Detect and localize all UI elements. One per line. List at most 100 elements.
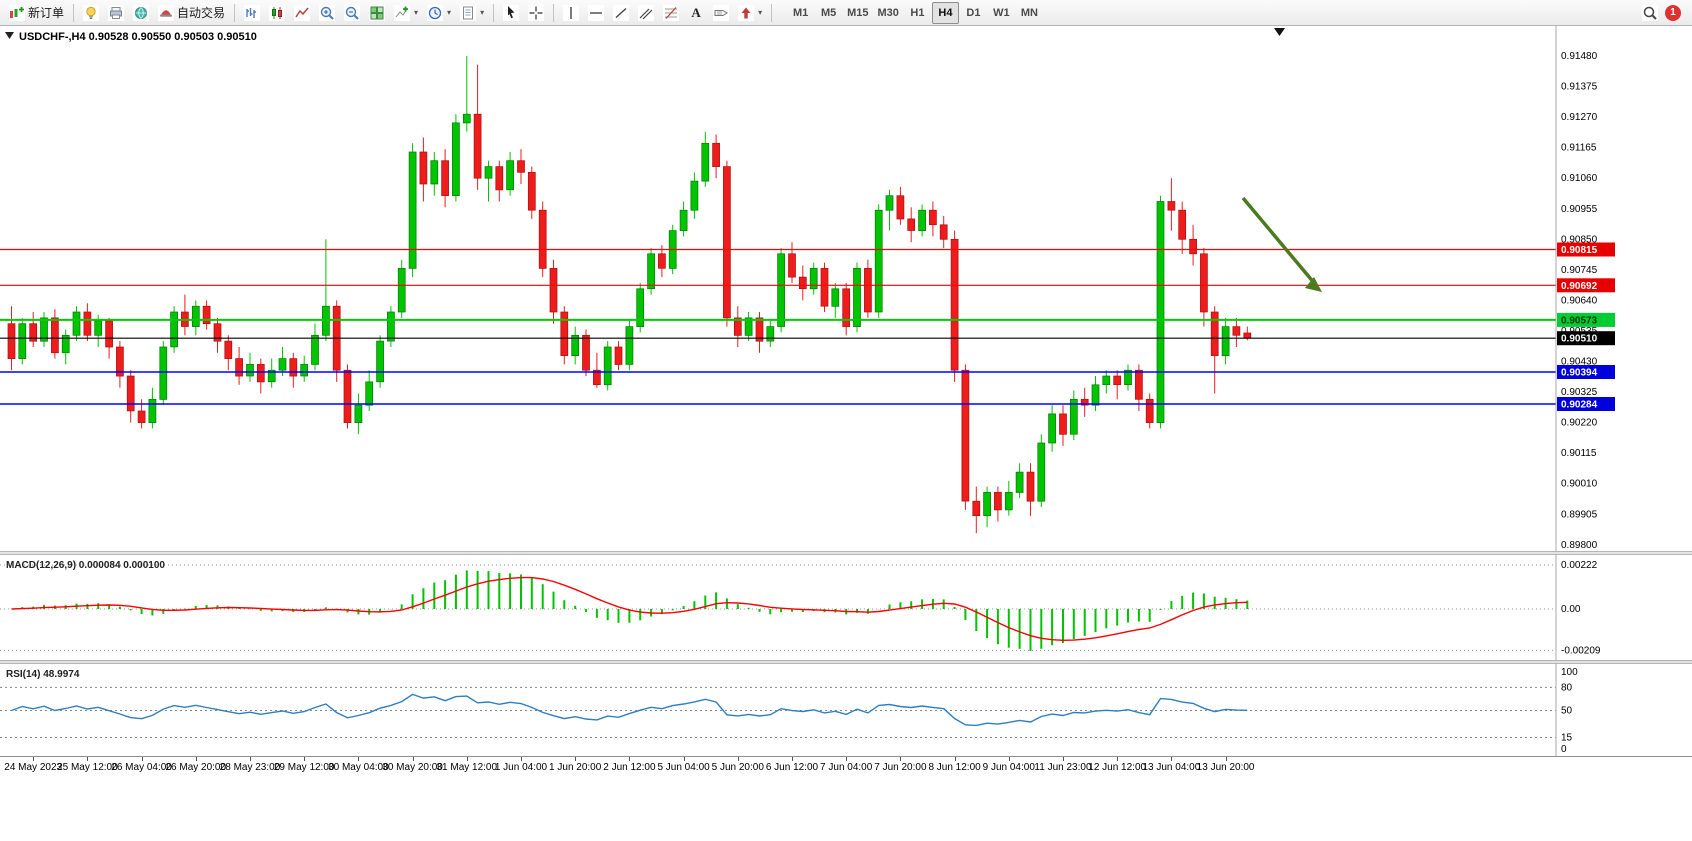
time-axis-label: 6 Jun 12:00	[765, 762, 819, 773]
panel-splitter-rsi[interactable]	[0, 660, 1692, 664]
svg-text:0.89800: 0.89800	[1561, 540, 1598, 551]
timeframe-button-m1[interactable]: M1	[792, 6, 809, 19]
auto-trading-button[interactable]: 自动交易	[154, 2, 229, 24]
svg-text:0.90010: 0.90010	[1561, 479, 1598, 490]
zoom-in-icon	[319, 4, 336, 21]
panel-splitter-macd[interactable]	[0, 551, 1692, 555]
timeframe-button-m30[interactable]: M30	[877, 6, 899, 19]
dropdown-caret: ▾	[480, 8, 485, 17]
timeframe-button-d1[interactable]: D1	[966, 6, 981, 19]
svg-text:0.91060: 0.91060	[1561, 173, 1598, 184]
text-tool-button[interactable]: A	[684, 2, 708, 24]
new-order-button[interactable]: 新订单	[5, 2, 68, 24]
toolbar-separator	[553, 3, 555, 22]
vertical-line-tool-button[interactable]	[559, 2, 583, 24]
periods-button[interactable]: ▾	[423, 2, 455, 24]
svg-text:0.90510: 0.90510	[1561, 334, 1598, 345]
trendline-tool-button[interactable]	[609, 2, 633, 24]
time-axis-label: 7 Jun 20:00	[874, 762, 927, 773]
notification-badge[interactable]: 1	[1665, 4, 1681, 21]
zoom-in-button[interactable]	[315, 2, 339, 24]
time-tick	[358, 757, 360, 761]
time-tick	[466, 757, 468, 761]
svg-text:0.90220: 0.90220	[1561, 418, 1598, 429]
timeframe-button-m5[interactable]: M5	[820, 6, 837, 19]
timeframe-button-h4[interactable]: H4	[931, 1, 959, 24]
printer-icon	[108, 4, 125, 21]
bar-chart-icon	[244, 4, 261, 21]
time-axis-label: 2 Jun 12:00	[603, 762, 656, 773]
toolbar-separator	[493, 3, 495, 22]
time-axis[interactable]: 24 May 2023 25 May 12:00 26 May 04:00 26 Ma…	[0, 756, 1692, 776]
zoom-out-button[interactable]	[340, 2, 364, 24]
mql5-wizard-button[interactable]	[79, 2, 103, 24]
time-axis-label: 25 May 12:00	[57, 762, 118, 773]
arrows-tool-button[interactable]: ▾	[734, 2, 766, 24]
cursor-tool-button[interactable]	[499, 2, 523, 24]
svg-text:0.90430: 0.90430	[1561, 357, 1598, 368]
time-axis-label: 26 May 04:00	[111, 762, 172, 773]
time-tick	[1008, 757, 1010, 761]
line-chart-button[interactable]	[290, 2, 314, 24]
time-tick	[846, 757, 848, 761]
time-tick	[304, 757, 306, 761]
timeframe-group: M1 M5 M15 M30 H1 H4 D1 W1 MN	[787, 1, 1043, 24]
indicators-button[interactable]: ▾	[390, 2, 422, 24]
svg-text:15: 15	[1561, 733, 1573, 744]
fibonacci-tool-button[interactable]	[659, 2, 683, 24]
time-axis-label: 30 May 20:00	[382, 762, 443, 773]
bar-chart-button[interactable]	[240, 2, 264, 24]
svg-text:MACD(12,26,9) 0.000084 0.00010: MACD(12,26,9) 0.000084 0.000100	[6, 560, 165, 571]
time-tick	[1117, 757, 1119, 761]
time-tick	[520, 757, 522, 761]
macd-panel-canvas[interactable]: 0.00222 0.00 -0.00209 MACD(12,26,9) 0.00008…	[0, 555, 1692, 660]
data-window-button[interactable]	[129, 2, 153, 24]
text-tool-icon: A	[691, 4, 701, 20]
rsi-panel-canvas[interactable]: 100 80 50 150 RSI(14) 48.9974	[0, 664, 1692, 756]
time-axis-label: 5 Jun 04:00	[657, 762, 710, 773]
timeframe-button-mn[interactable]: MN	[1020, 6, 1038, 19]
vertical-line-icon	[563, 4, 580, 21]
candlestick-icon	[269, 4, 286, 21]
template-page-icon	[460, 4, 477, 21]
channel-tool-button[interactable]	[634, 2, 658, 24]
timeframe-button-h1[interactable]: H1	[910, 6, 925, 19]
new-order-icon	[9, 4, 25, 21]
new-order-label: 新订单	[28, 6, 65, 20]
templates-button[interactable]: ▾	[456, 2, 488, 24]
time-axis-label: 7 Jun 04:00	[820, 762, 873, 773]
svg-text:0.00222: 0.00222	[1561, 560, 1598, 571]
horizontal-line-tool-button[interactable]	[584, 2, 608, 24]
search-button[interactable]	[1638, 2, 1662, 24]
time-axis-label: 9 Jun 04:00	[982, 762, 1035, 773]
svg-text:0.91375: 0.91375	[1561, 82, 1598, 93]
lightbulb-icon	[83, 4, 100, 21]
svg-text:0.90640: 0.90640	[1561, 295, 1598, 306]
dropdown-caret: ▾	[414, 8, 419, 17]
globe-icon	[133, 4, 150, 21]
svg-text:0.90692: 0.90692	[1561, 281, 1598, 292]
svg-text:50: 50	[1561, 706, 1573, 717]
tile-windows-button[interactable]	[365, 2, 389, 24]
svg-text:USDCHF-,H4 0.90528 0.90550 0.: USDCHF-,H4 0.90528 0.90550 0.90503 0.905…	[19, 31, 257, 43]
svg-text:0.90284: 0.90284	[1561, 400, 1598, 411]
timeframe-button-w1[interactable]: W1	[993, 6, 1010, 19]
time-axis-label: 24 May 2023	[4, 762, 63, 773]
crosshair-tool-button[interactable]	[524, 2, 548, 24]
time-axis-label: 8 Jun 12:00	[928, 762, 981, 773]
auto-trading-label: 自动交易	[177, 6, 226, 20]
time-axis-label: 1 Jun 04:00	[494, 762, 548, 773]
indicators-icon	[394, 4, 411, 21]
chart-profile-button[interactable]	[104, 2, 128, 24]
zoom-out-icon	[344, 4, 361, 21]
auto-trading-hat-icon	[158, 4, 175, 21]
time-tick	[1062, 757, 1064, 761]
svg-text:0: 0	[1561, 744, 1567, 755]
main-chart-canvas[interactable]: 0.91480 0.91375 0.91270 0.91165 0.91060 0.909…	[0, 26, 1692, 551]
label-tool-button[interactable]	[709, 2, 733, 24]
svg-text:0.90325: 0.90325	[1561, 387, 1598, 398]
candlestick-chart-button[interactable]	[265, 2, 289, 24]
horizontal-line-icon	[588, 4, 605, 21]
timeframe-button-m15[interactable]: M15	[847, 6, 869, 19]
